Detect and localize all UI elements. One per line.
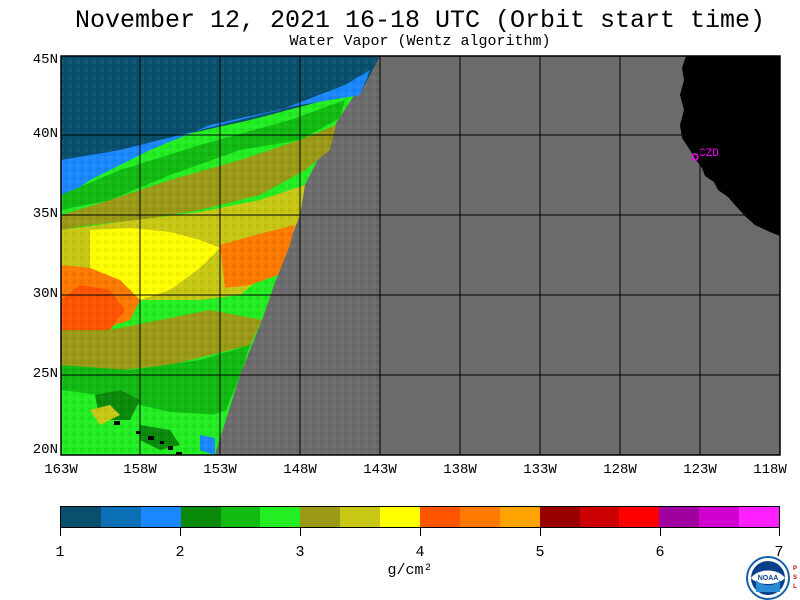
- station-label: CZD: [699, 148, 719, 160]
- lon-label-123w: 123W: [683, 462, 717, 478]
- colorbar-swatch: [260, 507, 301, 527]
- svg-text:NOAA: NOAA: [758, 575, 779, 582]
- graticule: [61, 56, 780, 455]
- map-frame: [60, 55, 781, 456]
- page-subtitle: Water Vapor (Wentz algorithm): [289, 33, 551, 50]
- colorbar-tick: [60, 528, 61, 536]
- lon-label-158w: 158W: [123, 462, 157, 478]
- colorbar-swatch: [539, 507, 580, 527]
- colorbar-swatch: [61, 507, 101, 527]
- colorbar: [60, 506, 780, 528]
- colorbar-swatch: [459, 507, 500, 527]
- lat-label-35n: 35N: [32, 206, 58, 222]
- colorbar-swatch: [499, 507, 540, 527]
- lon-label-148w: 148W: [283, 462, 317, 478]
- colorbar-swatch: [180, 507, 221, 527]
- colorbar-swatch: [420, 507, 460, 527]
- lon-label-163w: 163W: [44, 462, 78, 478]
- colorbar-tick: [779, 528, 780, 536]
- land-mass: [680, 56, 780, 236]
- colorbar-label-4: 4: [415, 544, 425, 561]
- station-marker: [691, 153, 699, 161]
- colorbar-label-5: 5: [535, 544, 545, 561]
- colorbar-swatch: [579, 507, 620, 527]
- lat-label-25n: 25N: [32, 366, 58, 382]
- lon-label-128w: 128W: [603, 462, 637, 478]
- colorbar-label-7: 7: [774, 544, 784, 561]
- noaa-logo: NOAA P S L: [746, 556, 797, 600]
- lat-label-30n: 30N: [32, 286, 58, 302]
- colorbar-swatch: [140, 507, 181, 527]
- colorbar-swatch: [739, 507, 780, 527]
- lon-label-143w: 143W: [363, 462, 397, 478]
- lon-label-138w: 138W: [443, 462, 477, 478]
- map-plot-area: CZD: [60, 55, 781, 456]
- colorbar-swatch: [380, 507, 421, 527]
- colorbar-label-6: 6: [655, 544, 665, 561]
- svg-text:P: P: [793, 566, 797, 572]
- page-title: November 12, 2021 16-18 UTC (Orbit start…: [74, 6, 766, 35]
- lat-label-20n: 20N: [32, 442, 58, 458]
- lon-label-133w: 133W: [523, 462, 557, 478]
- svg-text:L: L: [793, 584, 797, 590]
- colorbar-swatch: [619, 507, 660, 527]
- colorbar-label-1: 1: [55, 544, 65, 561]
- colorbar-tick: [660, 528, 661, 536]
- colorbar-tick: [540, 528, 541, 536]
- lat-label-40n: 40N: [32, 126, 58, 142]
- colorbar-units: g/cm²: [387, 562, 433, 579]
- colorbar-tick: [300, 528, 301, 536]
- svg-text:S: S: [793, 575, 797, 581]
- colorbar-swatch: [699, 507, 740, 527]
- colorbar-swatch: [659, 507, 700, 527]
- colorbar-label-2: 2: [175, 544, 185, 561]
- colorbar-tick: [420, 528, 421, 536]
- colorbar-swatch: [100, 507, 141, 527]
- colorbar-label-3: 3: [295, 544, 305, 561]
- colorbar-swatch: [220, 507, 261, 527]
- lon-label-118w: 118W: [753, 462, 787, 478]
- lat-label-45n: 45N: [32, 52, 58, 68]
- lon-label-153w: 153W: [203, 462, 237, 478]
- colorbar-swatch: [300, 507, 341, 527]
- colorbar-tick: [180, 528, 181, 536]
- hawaii-islands: [114, 421, 182, 455]
- colorbar-swatch: [340, 507, 381, 527]
